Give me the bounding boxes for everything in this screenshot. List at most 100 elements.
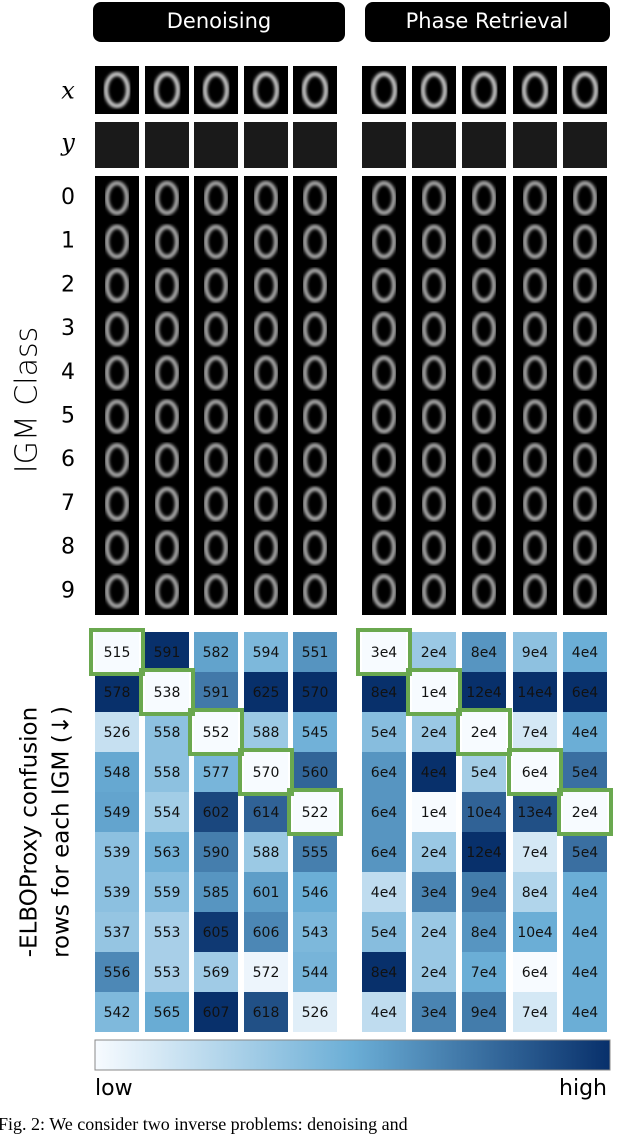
- cell-value: 7e4: [522, 725, 549, 741]
- heat-cell: [145, 712, 189, 752]
- image-y: [563, 122, 607, 168]
- cell-value: 545: [302, 725, 329, 741]
- heat-cell: [362, 752, 406, 792]
- diagonal-highlight: [89, 628, 145, 676]
- digit-blur: [372, 443, 396, 478]
- heat-cell: [194, 792, 238, 832]
- cell-value: 515: [104, 645, 131, 661]
- cell-value: 2e4: [421, 725, 448, 741]
- cell-value: 7e4: [522, 1005, 549, 1021]
- heat-cell: [244, 912, 288, 952]
- heat-cell: [244, 712, 288, 752]
- cell-value: 605: [203, 925, 230, 941]
- heat-cell: [95, 792, 139, 832]
- digit-blur: [105, 530, 129, 565]
- digit-blur: [303, 312, 327, 347]
- digit-blur: [254, 268, 278, 303]
- image-y: [244, 122, 288, 168]
- cell-value: 555: [302, 845, 329, 861]
- heat-cell: [513, 912, 557, 952]
- cell-value: 591: [154, 645, 181, 661]
- heat-cell: [513, 672, 557, 712]
- digit-blur: [204, 268, 228, 303]
- image-strip: [145, 176, 189, 615]
- digit-blur: [155, 399, 179, 434]
- heat-cell: [145, 912, 189, 952]
- heat-cell: [462, 752, 506, 792]
- heat-cell: [513, 832, 557, 872]
- digit-blur: [155, 181, 179, 215]
- colorbar-high: high: [559, 1076, 607, 1101]
- digit-blur: [472, 486, 496, 521]
- diagonal-highlight: [287, 788, 343, 836]
- digit-blur: [105, 486, 129, 521]
- digit-blur: [422, 530, 446, 565]
- digit-blur: [523, 355, 547, 390]
- cell-value: 3e4: [371, 645, 398, 661]
- digit-blur: [372, 181, 396, 215]
- heat-cell: [194, 712, 238, 752]
- heat-cell: [563, 792, 607, 832]
- digit-blur: [472, 443, 496, 478]
- digit-blur: [523, 312, 547, 347]
- cell-value: 548: [104, 765, 131, 781]
- digit-blur: [204, 530, 228, 565]
- digit-stroke: [253, 72, 279, 108]
- digit-blur: [573, 355, 597, 390]
- cell-value: 552: [203, 725, 230, 741]
- digit-blur: [372, 486, 396, 521]
- cell-value: 5e4: [572, 845, 599, 861]
- heat-cell: [293, 832, 337, 872]
- image-y: [462, 122, 506, 168]
- digit-blur: [573, 530, 597, 565]
- row-label: y: [60, 129, 75, 157]
- heat-cell: [145, 792, 189, 832]
- cell-value: 10e4: [517, 925, 552, 941]
- cell-value: 607: [203, 1005, 230, 1021]
- cell-value: 8e4: [371, 685, 398, 701]
- heat-cell: [462, 712, 506, 752]
- digit-blur: [254, 312, 278, 347]
- cell-value: 13e4: [517, 805, 552, 821]
- heat-cell: [563, 832, 607, 872]
- cell-value: 526: [104, 725, 131, 741]
- digit-blur: [573, 224, 597, 259]
- heat-cell: [412, 672, 456, 712]
- heat-cell: [513, 712, 557, 752]
- header-box: [365, 2, 610, 42]
- digit-blur: [523, 399, 547, 434]
- cell-value: 9e4: [522, 645, 549, 661]
- heat-cell: [563, 912, 607, 952]
- cell-value: 4e4: [371, 885, 398, 901]
- heatmap-label: -ELBOProxy confusion: [17, 707, 43, 957]
- digit-blur: [303, 486, 327, 521]
- digit-blur: [105, 312, 129, 347]
- heat-cell: [95, 992, 139, 1032]
- cell-value: 4e4: [572, 1005, 599, 1021]
- cell-value: 5e4: [572, 765, 599, 781]
- diagonal-highlight: [356, 628, 412, 676]
- digit-blur: [155, 486, 179, 521]
- heat-cell: [462, 832, 506, 872]
- image-strip: [194, 176, 238, 615]
- cell-value: 522: [302, 805, 329, 821]
- cell-value: 6e4: [371, 805, 398, 821]
- digit-stroke: [302, 72, 328, 108]
- cell-value: 3e4: [421, 1005, 448, 1021]
- digit-stroke: [371, 72, 397, 108]
- heat-cell: [145, 992, 189, 1032]
- heat-cell: [244, 632, 288, 672]
- digit-blur: [254, 181, 278, 215]
- heat-cell: [194, 912, 238, 952]
- class-row: 5: [61, 404, 75, 429]
- digit-blur: [105, 399, 129, 434]
- cell-value: 558: [154, 765, 181, 781]
- heat-cell: [145, 672, 189, 712]
- heat-cell: [95, 912, 139, 952]
- cell-value: 582: [203, 645, 230, 661]
- heat-cell: [293, 752, 337, 792]
- cell-value: 559: [154, 885, 181, 901]
- cell-value: 5e4: [471, 765, 498, 781]
- heat-cell: [194, 832, 238, 872]
- cell-value: 602: [203, 805, 230, 821]
